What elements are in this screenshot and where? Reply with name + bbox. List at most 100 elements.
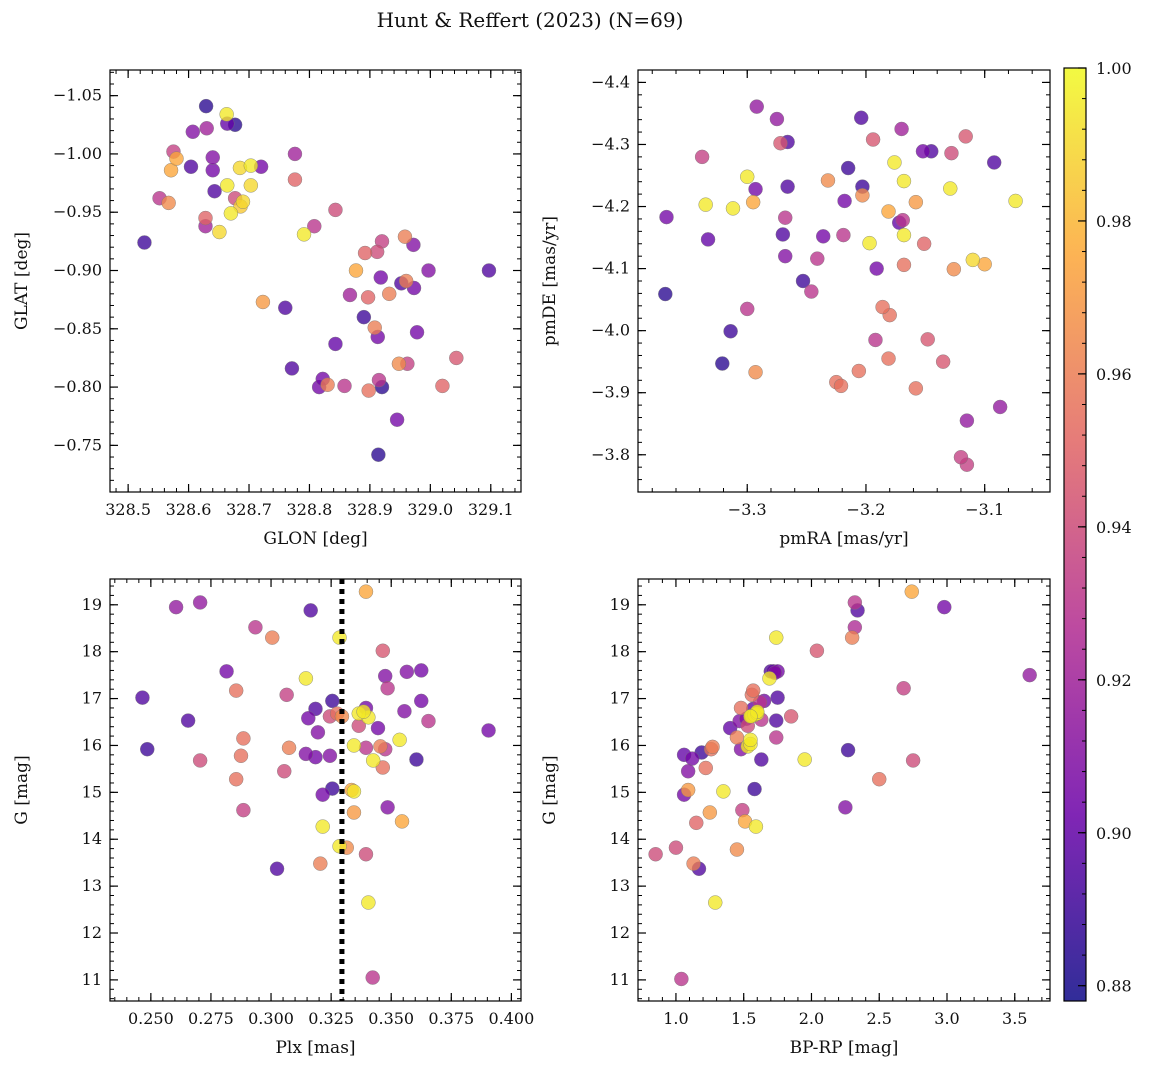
scatter-point: [421, 263, 436, 278]
scatter-point: [847, 595, 863, 610]
x-tick-label: 328.8: [287, 500, 333, 519]
scatter-point: [397, 229, 413, 244]
y-tick-label: 11: [610, 970, 630, 989]
panels: 328.5 328.6 328.7 328.8 328.9 329.0 329.1 −0.75…: [12, 69, 1051, 1058]
scatter-point: [740, 301, 755, 317]
scatter-point: [185, 124, 201, 139]
y-tick-label: 13: [610, 876, 630, 895]
scatter-point: [749, 99, 764, 114]
scatter-point: [369, 244, 385, 260]
axes-frame: [637, 578, 1051, 1002]
scatter-point: [775, 227, 791, 242]
scatter-point: [908, 381, 924, 396]
scatter-point: [916, 236, 932, 251]
y-axis-label: G [mag]: [540, 755, 560, 824]
colorbar-tick-label: 0.98: [1096, 212, 1132, 231]
scatter-point: [205, 150, 220, 165]
x-tick-label: 329.1: [468, 500, 514, 519]
scatter-point: [212, 224, 227, 240]
scatter-point: [161, 195, 176, 211]
scatter-point: [315, 787, 330, 802]
scatter-point: [840, 742, 856, 758]
y-tick-label: −3.8: [591, 445, 630, 464]
scatter-point: [361, 383, 376, 398]
scatter-point: [937, 599, 952, 615]
x-tick-label: 1.0: [663, 1009, 688, 1028]
scatter-point: [325, 693, 340, 709]
scatter-point: [920, 332, 935, 347]
scatter-point: [398, 273, 414, 289]
scatter-point: [371, 447, 386, 462]
scatter-point: [745, 683, 761, 698]
scatter-point: [380, 681, 395, 696]
scatter-point: [854, 110, 869, 125]
x-tick-label: 328.7: [226, 500, 272, 519]
scatter-point: [700, 232, 716, 247]
scatter-point: [716, 784, 731, 799]
scatter-point: [358, 847, 374, 862]
scatter-point: [328, 202, 343, 218]
scatter-point: [255, 294, 271, 310]
scatter-point: [278, 300, 293, 316]
scatter-point: [346, 784, 362, 799]
scatter-point: [702, 805, 718, 820]
x-tick-label: 329.0: [407, 500, 453, 519]
y-tick-label: 18: [610, 642, 630, 661]
scatter-point: [865, 132, 881, 147]
scatter-point: [668, 840, 684, 855]
x-tick-label: 328.6: [166, 500, 212, 519]
y-tick-label: 12: [82, 923, 102, 942]
scatter-point: [887, 155, 902, 170]
scatter-point: [837, 193, 852, 209]
scatter-point: [140, 742, 155, 757]
scatter-point: [904, 584, 919, 599]
scatter-point: [658, 286, 673, 302]
scatter-point: [915, 144, 931, 159]
y-tick-label: 17: [82, 689, 102, 708]
scatter-point: [228, 772, 244, 787]
scatter-point: [342, 287, 358, 303]
scatter-point: [481, 263, 497, 278]
scatter-point: [322, 748, 338, 763]
colorbar-tick-label: 0.96: [1096, 365, 1132, 384]
scatter-point: [168, 599, 184, 615]
scatter-point: [729, 842, 745, 857]
scatter-point: [358, 740, 374, 755]
scatter-point: [192, 595, 208, 610]
scatter-point: [219, 107, 234, 122]
scatter-point: [382, 286, 397, 302]
x-tick-label: 3.0: [934, 1009, 959, 1028]
scatter-point: [298, 746, 314, 762]
scatter-point: [773, 136, 788, 151]
scatter-point: [958, 129, 973, 144]
scatter-point: [207, 184, 222, 199]
scatter-point: [680, 764, 696, 779]
y-tick-label: −0.90: [53, 261, 102, 280]
scatter-point: [481, 723, 496, 738]
panel-pm: −3.3 −3.2 −3.1 −3.8 −3.9 −4.0 −4.1 −4.2 −4.3 −4.4…: [540, 69, 1051, 549]
scatter-point: [844, 630, 860, 645]
scatter-point: [269, 861, 285, 876]
scatter-point: [743, 732, 758, 748]
scatter-point: [220, 178, 235, 193]
y-tick-label: −4.3: [591, 134, 630, 153]
y-tick-label: −1.00: [53, 144, 102, 163]
scatter-point: [360, 290, 376, 305]
scatter-point: [421, 713, 436, 729]
scatter-point: [219, 664, 234, 679]
y-tick-label: 14: [610, 829, 630, 848]
y-tick-label: −4.2: [591, 197, 630, 216]
y-tick-label: 13: [82, 876, 102, 895]
scatter-point: [348, 263, 364, 278]
y-tick-label: 14: [82, 829, 102, 848]
scatter-point: [769, 630, 784, 645]
x-tick-label: 2.0: [799, 1009, 824, 1028]
x-tick-label: 2.5: [867, 1009, 892, 1028]
x-axis-label: pmRA [mas/yr]: [779, 529, 908, 549]
scatter-point: [296, 227, 312, 242]
scatter-point: [370, 720, 386, 736]
scatter-point: [358, 584, 374, 599]
scatter-point: [277, 764, 292, 779]
scatter-point: [965, 252, 981, 268]
scatter-point: [198, 210, 213, 226]
